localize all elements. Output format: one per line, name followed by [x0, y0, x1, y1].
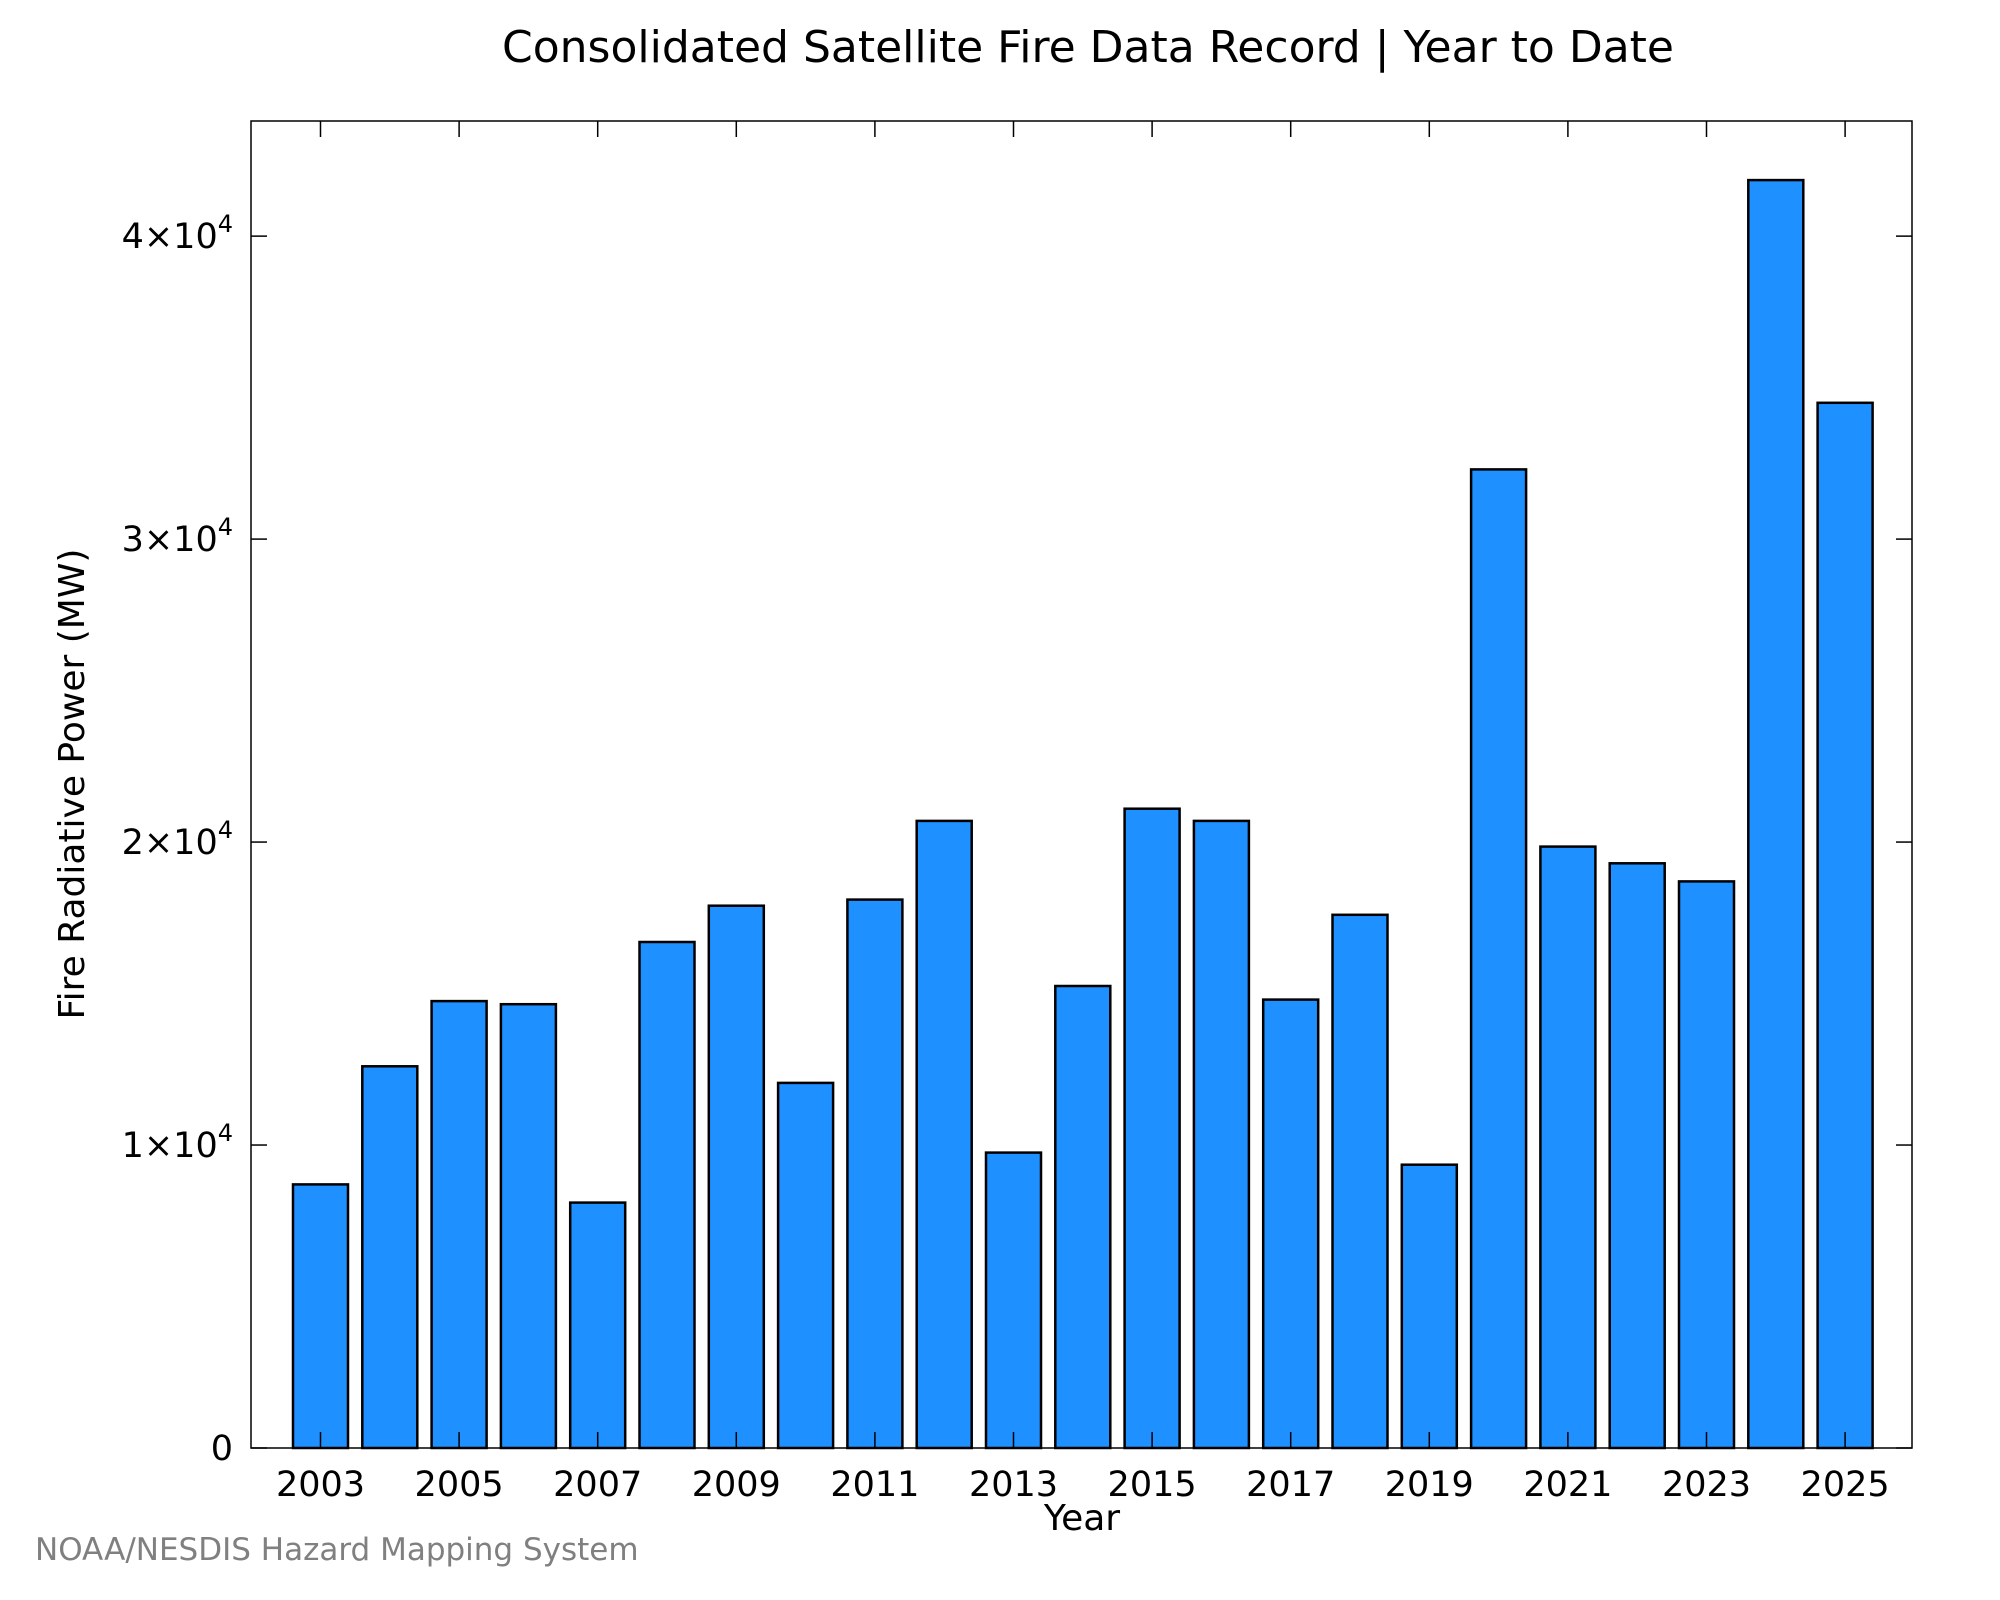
y-tick-label: 0 [211, 1429, 233, 1469]
bar-2004 [361, 1065, 419, 1450]
y-tick-label: 2×104 [122, 816, 233, 863]
x-tick-label: 2015 [1108, 1465, 1197, 1505]
bar-2010 [776, 1081, 835, 1450]
chart-title: Consolidated Satellite Fire Data Record … [502, 22, 1674, 73]
x-tick-label: 2013 [969, 1465, 1058, 1505]
plot-frame [250, 120, 1913, 1449]
y-tick-label: 4×104 [122, 210, 233, 257]
bar-2017 [1261, 998, 1320, 1450]
x-tick-label: 2009 [692, 1465, 781, 1505]
x-tick-label: 2023 [1662, 1465, 1751, 1505]
bar-2021 [1539, 845, 1597, 1450]
bar-2016 [1192, 819, 1251, 1450]
y-tick-label: 1×104 [122, 1119, 233, 1166]
bars-layer [291, 178, 1874, 1450]
bar-2007 [568, 1201, 627, 1450]
x-tick-label: 2025 [1801, 1465, 1890, 1505]
bar-2020 [1469, 468, 1528, 1450]
bar-2019 [1400, 1163, 1459, 1450]
y-axis-label: Fire Radiative Power (MW) [52, 549, 93, 1020]
bar-2018 [1331, 913, 1389, 1450]
x-tick-label: 2005 [415, 1465, 504, 1505]
bar-2023 [1677, 880, 1736, 1450]
bar-2008 [638, 940, 696, 1450]
bar-2022 [1608, 862, 1666, 1450]
bar-2009 [707, 904, 766, 1450]
x-tick-label: 2019 [1385, 1465, 1474, 1505]
bar-2011 [846, 898, 904, 1450]
bar-2005 [430, 999, 488, 1450]
bar-2015 [1123, 807, 1181, 1450]
x-axis-label: Year [1043, 1498, 1120, 1539]
bar-2006 [499, 1002, 558, 1450]
x-tick-label: 2017 [1246, 1465, 1335, 1505]
bar-2012 [915, 819, 973, 1450]
ticks-layer: 2003 2005 2007 2009 2011 2013 2015 2017 2019 2021… [122, 121, 1912, 1505]
bar-2013 [984, 1151, 1043, 1450]
bar-2024 [1747, 178, 1805, 1450]
source-credit: NOAA/NESDIS Hazard Mapping System [35, 1532, 639, 1568]
x-tick-label: 2003 [276, 1465, 365, 1505]
bar-2003 [291, 1183, 350, 1450]
x-tick-label: 2021 [1523, 1465, 1612, 1505]
bar-2014 [1054, 984, 1112, 1450]
bar-2025 [1816, 401, 1874, 1450]
x-tick-label: 2011 [830, 1465, 919, 1505]
y-tick-label: 3×104 [122, 513, 233, 560]
x-tick-label: 2007 [553, 1465, 642, 1505]
